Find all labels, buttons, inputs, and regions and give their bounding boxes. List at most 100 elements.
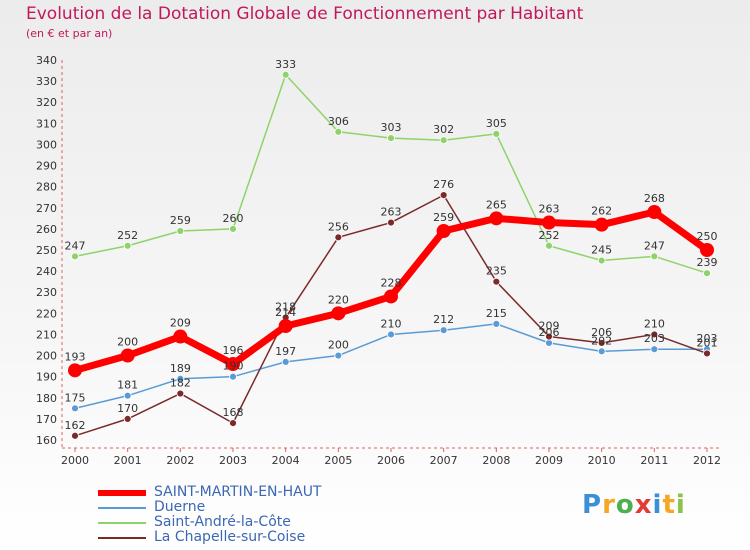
legend-label: La Chapelle-sur-Coise — [154, 529, 306, 545]
data-point — [229, 419, 237, 428]
legend-swatch — [98, 490, 146, 496]
x-tick-label: 2012 — [693, 454, 721, 467]
data-label: 215 — [486, 307, 507, 320]
data-label: 302 — [433, 123, 454, 136]
data-point — [703, 269, 711, 278]
data-labels: 247 252 259 260 333 306 303 302 305 252 245 247 239 1… — [65, 58, 718, 432]
data-label: 252 — [539, 229, 560, 242]
data-label: 189 — [170, 362, 191, 375]
data-label: 218 — [275, 301, 296, 314]
axes: 160 170 180 190 200 210 220 230 240 250 260 270 280 2… — [36, 54, 721, 467]
series-saint-martin-en-haut — [68, 205, 714, 378]
data-point — [334, 233, 343, 242]
data-label: 247 — [65, 239, 86, 252]
series-la-chapelle-sur-coise — [71, 191, 711, 440]
x-tick-label: 2009 — [535, 454, 563, 467]
data-point — [334, 127, 343, 136]
x-tick-label: 2001 — [114, 454, 142, 467]
data-label: 276 — [433, 178, 454, 191]
data-point — [387, 330, 395, 339]
data-label: 202 — [591, 334, 612, 347]
chart-subtitle: (en € et par an) — [26, 27, 113, 40]
data-label: 181 — [117, 379, 138, 392]
data-label: 190 — [223, 360, 244, 373]
logo-letter: t — [662, 490, 676, 520]
data-label: 306 — [328, 115, 349, 128]
logo-letter: x — [634, 490, 653, 520]
x-tick-label: 2003 — [219, 454, 247, 467]
data-point — [384, 289, 398, 304]
data-point — [650, 345, 659, 354]
data-point — [176, 227, 185, 235]
data-point — [173, 329, 188, 344]
series-lines — [68, 70, 714, 440]
data-label: 235 — [486, 265, 507, 278]
data-point — [71, 404, 79, 413]
data-label: 197 — [275, 345, 296, 358]
x-tick-label: 2008 — [482, 454, 510, 467]
data-label: 305 — [486, 117, 507, 130]
data-point — [650, 330, 659, 339]
y-tick-label: 280 — [36, 181, 57, 194]
y-tick-label: 190 — [36, 371, 57, 384]
y-tick-label: 250 — [36, 244, 57, 257]
data-label: 193 — [65, 350, 86, 363]
data-point — [278, 319, 293, 333]
legend-swatch — [98, 537, 146, 539]
data-point — [176, 389, 185, 398]
data-point — [331, 306, 346, 321]
data-label: 239 — [697, 256, 718, 269]
data-label: 228 — [381, 276, 402, 289]
series-duerne — [71, 319, 711, 413]
data-label: 203 — [644, 332, 665, 345]
data-label: 214 — [275, 306, 296, 319]
data-label: 170 — [117, 402, 138, 415]
data-point — [176, 374, 185, 383]
legend-swatch — [98, 522, 146, 524]
data-label: 263 — [539, 203, 560, 216]
data-label: 333 — [275, 58, 296, 71]
data-label: 168 — [223, 406, 244, 419]
data-label: 247 — [644, 239, 665, 252]
data-point — [123, 391, 132, 400]
data-label: 209 — [539, 320, 560, 333]
legend-label: Saint-André-la-Côte — [154, 514, 291, 530]
data-point — [387, 218, 395, 227]
x-tick-label: 2006 — [377, 454, 405, 467]
series-line — [74, 194, 708, 437]
data-label: 265 — [486, 198, 507, 211]
x-tick-label: 2007 — [430, 454, 458, 467]
data-label: 200 — [117, 336, 138, 349]
data-label: 162 — [65, 419, 86, 432]
data-point — [281, 70, 290, 79]
data-point — [703, 349, 711, 358]
data-label: 206 — [539, 326, 560, 339]
logo-letter: i — [652, 490, 663, 520]
data-label: 203 — [697, 332, 718, 345]
data-point — [545, 241, 553, 250]
data-point — [439, 191, 448, 200]
y-tick-label: 170 — [36, 413, 57, 426]
data-point — [597, 347, 606, 356]
legend-label: SAINT-MARTIN-EN-HAUT — [154, 484, 322, 500]
y-tick-label: 330 — [36, 75, 57, 88]
data-label: 262 — [591, 205, 612, 218]
data-point — [229, 372, 237, 381]
y-tick-label: 220 — [36, 307, 57, 320]
legend-swatch — [98, 507, 146, 509]
data-label: 303 — [381, 121, 402, 134]
data-point — [439, 136, 448, 145]
y-tick-label: 210 — [36, 328, 57, 341]
x-tick-label: 2002 — [166, 454, 194, 467]
data-point — [650, 252, 659, 261]
logo-letter: o — [615, 490, 635, 520]
data-label: 212 — [433, 313, 454, 326]
data-label: 252 — [117, 229, 138, 242]
data-label: 268 — [644, 192, 665, 205]
data-label: 209 — [170, 317, 191, 330]
y-tick-label: 270 — [36, 202, 57, 215]
data-point — [545, 332, 553, 341]
y-tick-label: 230 — [36, 286, 57, 299]
data-label: 250 — [697, 230, 718, 243]
